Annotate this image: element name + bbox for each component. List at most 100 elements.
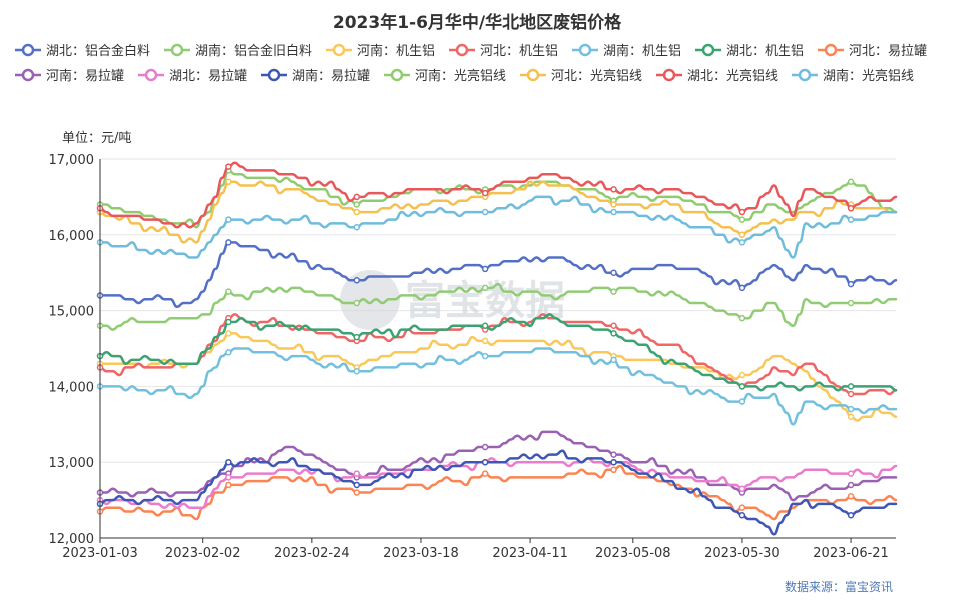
series-point <box>847 178 855 185</box>
series-point <box>225 330 232 337</box>
series-point <box>481 458 489 466</box>
y-tick-label: 14,000 <box>49 380 95 395</box>
series-point <box>847 413 855 420</box>
series-point <box>610 458 617 466</box>
legend-marker-icon <box>332 43 346 57</box>
chart-title: 2023年1-6月华中/华北地区废铝价格 <box>333 12 622 33</box>
series-point <box>610 466 617 474</box>
x-tick-label: 2023-03-18 <box>383 546 459 561</box>
legend-item[interactable]: 湖南：铝合金旧白料 <box>164 43 312 59</box>
legend-marker-icon <box>267 68 281 82</box>
series-point <box>847 280 855 288</box>
series-point <box>353 367 361 375</box>
legend-item[interactable]: 河南：易拉罐 <box>15 68 124 84</box>
legend-label: 湖南：铝合金旧白料 <box>195 43 312 59</box>
legend-marker-icon <box>798 68 812 82</box>
series-point <box>353 277 361 284</box>
series-line-7 <box>98 430 898 502</box>
series-line-4 <box>98 347 898 426</box>
series-point <box>847 383 855 390</box>
legend-marker-icon <box>824 43 838 57</box>
y-tick-label: 16,000 <box>49 229 95 244</box>
x-tick-label: 2023-02-02 <box>165 546 241 561</box>
legend[interactable]: 湖北：铝合金白料 湖南：铝合金旧白料 河南：机生铝 河北：机生铝 湖南：机生铝 湖北：机生… <box>15 43 927 84</box>
series-point <box>225 318 232 326</box>
legend-item[interactable]: 河北：光亮铝线 <box>520 68 642 84</box>
axes: 12,000 13,000 14,000 15,000 16,000 17,000 2023… <box>49 153 896 561</box>
legend-label: 河南：易拉罐 <box>46 68 124 84</box>
legend-item[interactable]: 湖北：机生铝 <box>695 43 804 59</box>
series-point <box>738 512 746 519</box>
legend-label: 河南：光亮铝线 <box>415 68 506 84</box>
series-point <box>353 489 361 496</box>
legend-label: 湖南：光亮铝线 <box>823 68 914 84</box>
x-tick-label: 2023-05-08 <box>595 546 671 561</box>
series-point <box>610 186 617 193</box>
series-point <box>481 337 489 345</box>
legend-marker-icon <box>578 43 592 57</box>
grid-lines <box>100 158 896 539</box>
series-point <box>353 470 361 477</box>
legend-marker-icon <box>21 68 35 82</box>
y-tick-label: 15,000 <box>49 305 95 320</box>
series-point <box>225 239 232 246</box>
legend-marker-icon <box>170 43 184 57</box>
series-point <box>738 239 746 246</box>
series-point <box>738 314 746 322</box>
legend-label: 湖北：机生铝 <box>726 44 804 59</box>
series-point <box>353 333 361 341</box>
y-tick-label: 12,000 <box>49 532 95 547</box>
legend-item[interactable]: 湖南：光亮铝线 <box>792 68 914 84</box>
legend-item[interactable]: 湖北：铝合金白料 <box>15 43 150 59</box>
series-point <box>225 288 232 295</box>
series-point <box>738 231 746 239</box>
series-point <box>610 322 617 330</box>
series-point <box>353 223 361 231</box>
legend-label: 河北：光亮铝线 <box>551 68 642 84</box>
series-line-6 <box>98 464 898 521</box>
series-point <box>847 299 855 307</box>
legend-label: 湖南：机生铝 <box>603 43 681 59</box>
series-point <box>481 284 489 292</box>
series-line-0 <box>98 241 898 309</box>
legend-item[interactable]: 湖南：易拉罐 <box>261 68 370 84</box>
legend-label: 河南：机生铝 <box>357 43 435 59</box>
series-point <box>610 269 617 276</box>
series-line-9 <box>98 449 898 536</box>
series-point <box>847 205 855 212</box>
legend-item[interactable]: 河北：机生铝 <box>449 43 558 59</box>
series-point <box>847 405 855 413</box>
series-point <box>610 288 617 295</box>
series-point <box>738 383 746 390</box>
legend-item[interactable]: 湖南：机生铝 <box>572 43 681 59</box>
series-line-8 <box>98 457 898 509</box>
data-source: 数据来源：富宝资讯 <box>785 579 893 594</box>
series-point <box>738 208 746 216</box>
y-tick-label: 17,000 <box>49 153 95 168</box>
series-point <box>847 216 855 223</box>
unit-label: 单位：元/吨 <box>62 131 131 146</box>
series-point <box>738 504 746 511</box>
series-point <box>353 193 361 201</box>
y-tick-label: 13,000 <box>49 456 95 471</box>
legend-label: 河北：易拉罐 <box>849 44 927 59</box>
series-point <box>225 178 232 185</box>
series-point <box>610 201 617 208</box>
legend-item[interactable]: 湖北：光亮铝线 <box>656 68 778 84</box>
legend-marker-icon <box>144 68 158 82</box>
series-point <box>353 481 361 489</box>
series-point <box>225 163 232 170</box>
legend-item[interactable]: 河北：易拉罐 <box>818 43 927 59</box>
series-line-2 <box>98 332 898 422</box>
series-line-5 <box>98 313 898 392</box>
series-point <box>610 356 617 364</box>
legend-item[interactable]: 湖北：易拉罐 <box>138 68 247 84</box>
series-point <box>225 349 232 356</box>
series-line-12 <box>98 161 898 229</box>
series-point <box>610 208 617 216</box>
legend-item[interactable]: 河南：光亮铝线 <box>384 68 506 84</box>
x-tick-label: 2023-01-03 <box>62 546 138 561</box>
series-point <box>847 493 855 500</box>
legend-item[interactable]: 河南：机生铝 <box>326 43 435 59</box>
